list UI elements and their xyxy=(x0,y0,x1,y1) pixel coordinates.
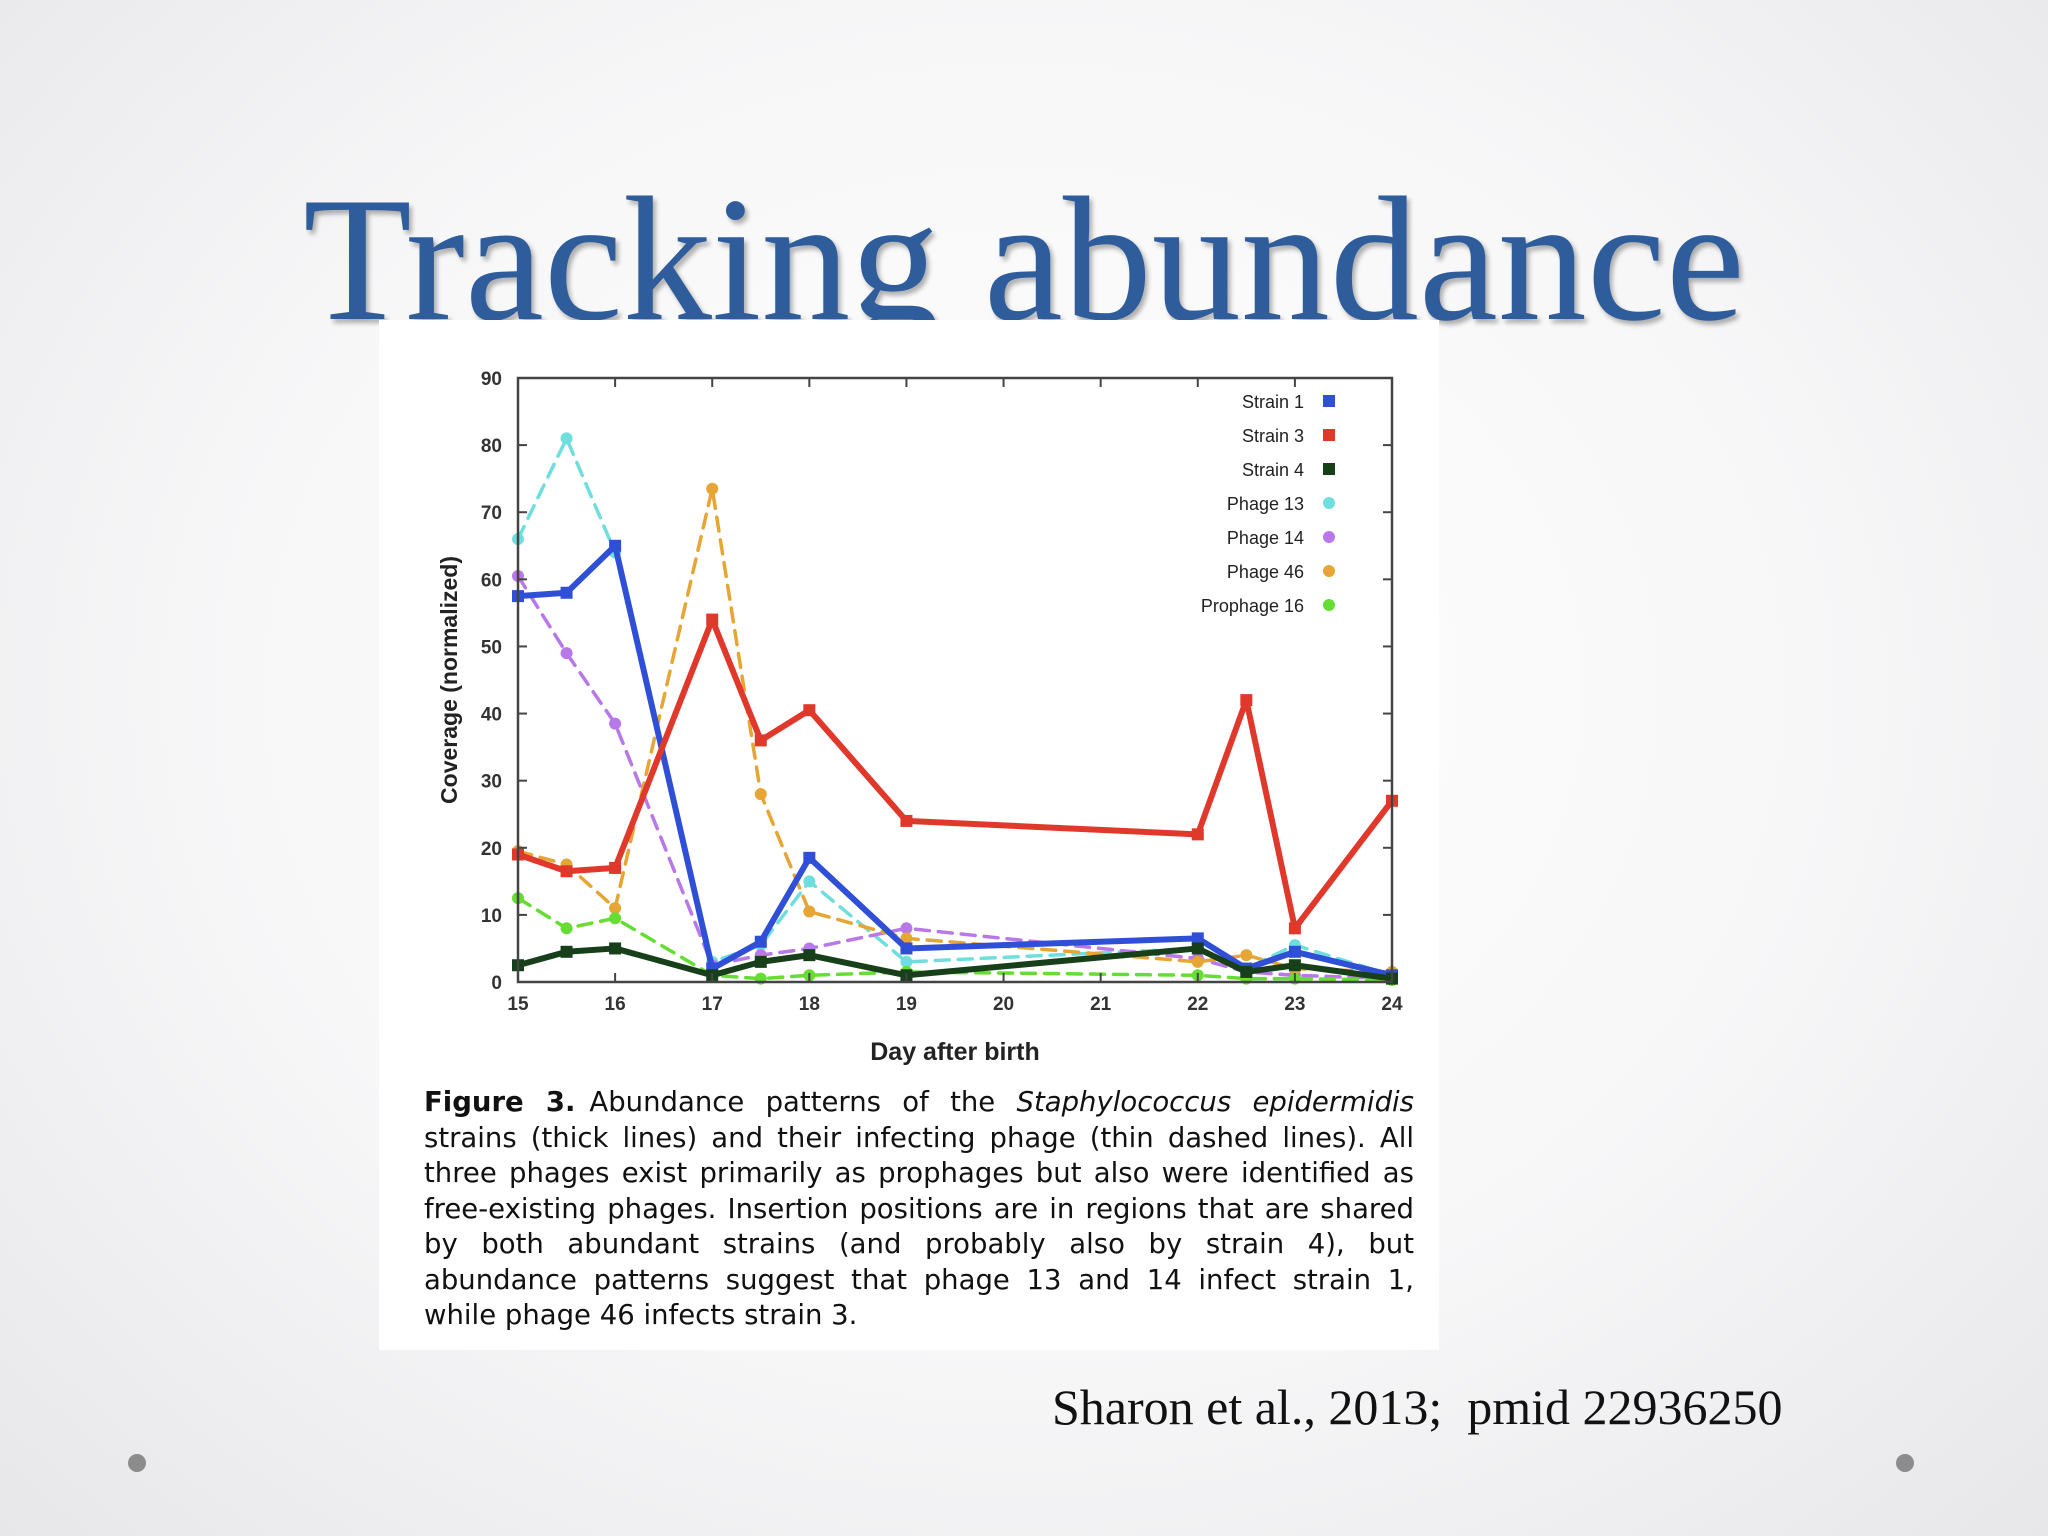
phage-46-point xyxy=(1191,955,1204,968)
caption-text-lead: Abundance patterns of the xyxy=(589,1086,1017,1118)
strain-4-point xyxy=(1288,959,1301,972)
legend-swatch-phage-46 xyxy=(1323,565,1335,577)
legend-label-strain-1: Strain 1 xyxy=(1242,392,1304,412)
y-tick-label: 0 xyxy=(491,973,502,994)
strain-4-point xyxy=(1191,942,1204,955)
strain-3-line xyxy=(515,616,1395,932)
legend: Strain 1 Strain 3 Strain 4 Phage 13 Phage 14… xyxy=(1201,392,1335,616)
strain-1-point xyxy=(560,586,573,599)
strain-3-point xyxy=(754,734,767,747)
y-tick-label: 60 xyxy=(481,570,502,591)
x-tick-label: 20 xyxy=(993,994,1014,1015)
x-tick-label: 22 xyxy=(1187,994,1208,1015)
phage-13-point xyxy=(560,432,573,445)
strain-3-point xyxy=(900,814,913,827)
strain-4-point xyxy=(609,942,622,955)
phage-46-point xyxy=(609,902,622,915)
strain-3-point xyxy=(1288,922,1301,935)
prophage-16-point xyxy=(560,922,573,935)
citation: Sharon et al., 2013; pmid 22936250 xyxy=(1052,1379,1783,1435)
legend-swatch-phage-13 xyxy=(1323,497,1335,509)
x-tick-label: 16 xyxy=(605,994,626,1015)
strain-3-point xyxy=(560,865,573,878)
legend-label-phage-46: Phage 46 xyxy=(1227,562,1304,582)
phage-46-point xyxy=(900,932,913,945)
figure-panel: 15 16 17 18 19 20 21 22 23 24 0 10 20 30 40 50 60 70 80 90 … xyxy=(379,320,1439,1350)
y-tick-label: 20 xyxy=(481,839,502,860)
legend-label-phage-14: Phage 14 xyxy=(1227,528,1304,548)
strain-3-point xyxy=(803,704,816,717)
strain-3-point xyxy=(1240,694,1253,707)
x-axis-title: Day after birth xyxy=(870,1038,1039,1066)
series-phage-46 xyxy=(512,482,1398,978)
figure-caption: Figure 3. Abundance patterns of the Staph… xyxy=(424,1085,1414,1334)
caption-text-body: strains (thick lines) and their infectin… xyxy=(424,1121,1414,1332)
phage-14-point xyxy=(900,922,913,935)
strain-1-point xyxy=(1191,932,1204,945)
figure-label: Figure 3. xyxy=(424,1086,576,1118)
phage-46-line xyxy=(516,486,1394,974)
phage-14-point xyxy=(560,647,573,660)
phage-46-point xyxy=(754,788,767,801)
slide-title: Tracking abundance xyxy=(303,160,1745,358)
strain-4-point xyxy=(754,955,767,968)
phage-13-point xyxy=(803,875,816,888)
plot-frame xyxy=(516,376,1394,984)
phage-46-point xyxy=(803,905,816,918)
strain-4-point xyxy=(560,945,573,958)
y-tick-label: 90 xyxy=(481,369,502,390)
series-layer xyxy=(512,432,1398,986)
strain-1-point xyxy=(900,942,913,955)
legend-swatch-prophage-16 xyxy=(1323,599,1335,611)
phage-46-point xyxy=(1240,949,1253,962)
strain-3-point xyxy=(706,613,719,626)
legend-swatch-strain-3 xyxy=(1323,429,1335,441)
legend-label-strain-3: Strain 3 xyxy=(1242,426,1304,446)
x-tick-label: 19 xyxy=(896,994,917,1015)
y-axis-title: Coverage (normalized) xyxy=(436,556,462,804)
line-chart: 15 16 17 18 19 20 21 22 23 240102030405060708090 … xyxy=(436,369,1403,1066)
phage-14-point xyxy=(609,717,622,730)
x-tick-label: 21 xyxy=(1090,994,1112,1015)
y-tick-label: 40 xyxy=(481,705,502,726)
axes-layer: 15 16 17 18 19 20 21 22 23 24 0 10 20 30 40 50 60 70 80 90 xyxy=(481,369,1403,1015)
legend-label-strain-4: Strain 4 xyxy=(1242,460,1304,480)
y-tick-label: 80 xyxy=(481,436,502,457)
x-tick-label: 23 xyxy=(1284,994,1305,1015)
x-tick-label: 24 xyxy=(1381,994,1403,1015)
x-tick-label: 15 xyxy=(507,994,529,1015)
strain-1-point xyxy=(1288,945,1301,958)
prophage-16-point xyxy=(609,912,622,925)
legend-label-prophage-16: Prophage 16 xyxy=(1201,596,1304,616)
strain-3-point xyxy=(609,861,622,874)
caption-species-name: Staphylococcus epidermidis xyxy=(1016,1086,1415,1118)
phage-46-point xyxy=(706,482,719,495)
y-tick-label: 10 xyxy=(481,906,502,927)
legend-label-phage-13: Phage 13 xyxy=(1227,494,1304,514)
y-tick-label: 70 xyxy=(481,503,502,524)
strain-4-point xyxy=(803,949,816,962)
prophage-16-line xyxy=(516,896,1394,982)
left-corner-dot xyxy=(128,1454,146,1472)
y-tick-label: 30 xyxy=(481,772,502,793)
strain-4-point xyxy=(1240,965,1253,978)
series-strain-3 xyxy=(512,613,1398,935)
series-strain-4 xyxy=(512,942,1398,985)
strain-1-point xyxy=(754,935,767,948)
strain-3-point xyxy=(1191,828,1204,841)
phage-13-point xyxy=(900,955,913,968)
x-tick-label: 18 xyxy=(799,994,820,1015)
legend-swatch-phage-14 xyxy=(1323,531,1335,543)
right-corner-dot xyxy=(1896,1454,1914,1472)
series-phage-13 xyxy=(512,432,1398,982)
x-tick-label: 17 xyxy=(702,994,723,1015)
legend-swatch-strain-1 xyxy=(1323,395,1335,407)
y-tick-label: 50 xyxy=(481,637,502,658)
legend-swatch-strain-4 xyxy=(1323,463,1335,475)
strain-1-point xyxy=(609,539,622,552)
strain-1-point xyxy=(803,851,816,864)
